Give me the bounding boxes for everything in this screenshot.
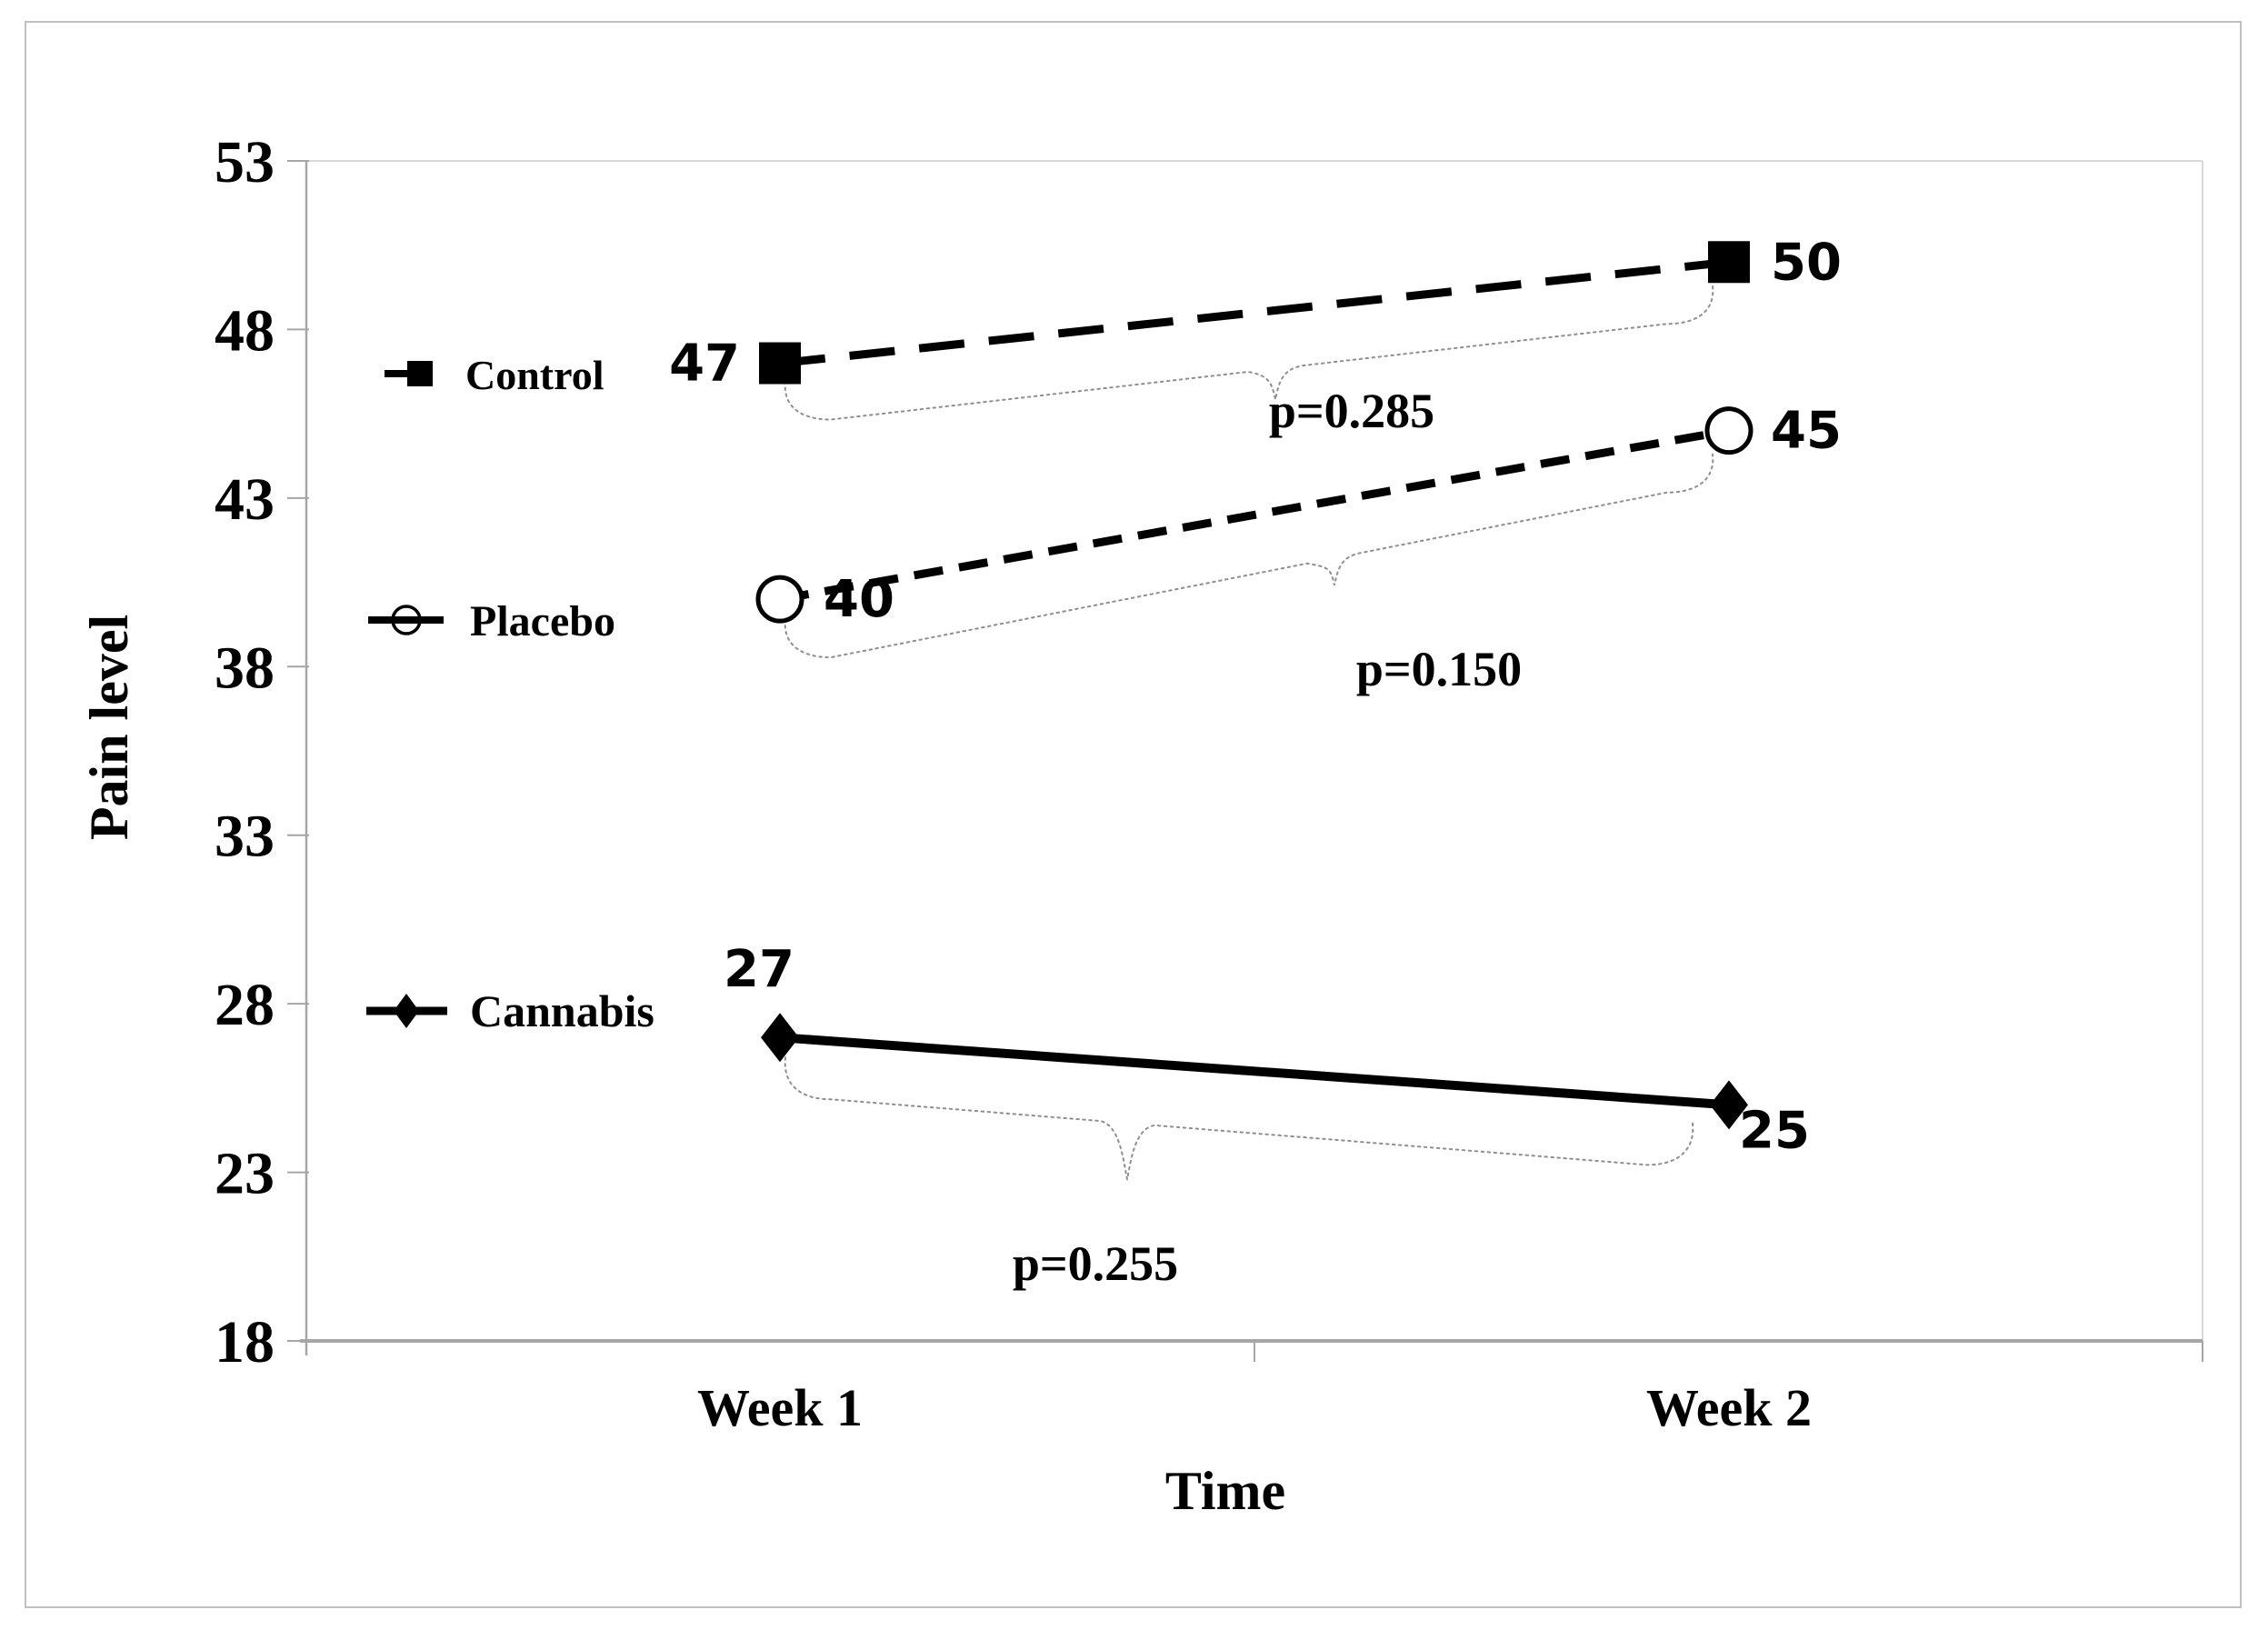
open-circle-icon (391, 605, 422, 635)
filled-square-icon (407, 361, 433, 386)
control-data-label-week-2: 50 (1771, 233, 1842, 292)
cannabis-significance-brace (784, 1056, 1694, 1180)
y-tick-label: 18 (215, 1309, 275, 1375)
x-axis-label-week-2: Week 2 (1646, 1378, 1812, 1437)
control-marker-week-1 (759, 342, 801, 385)
cannabis-line (779, 1033, 1730, 1110)
control-line (779, 257, 1730, 367)
control-significance-brace (784, 285, 1714, 421)
cannabis-p-value: p=0.255 (1013, 1236, 1178, 1291)
legend-item-placebo: Placebo (368, 597, 615, 645)
placebo-marker-week-2 (1704, 406, 1753, 455)
placebo-significance-brace (784, 453, 1714, 659)
y-tick-label: 23 (215, 1141, 275, 1207)
x-axis-label-week-1: Week 1 (697, 1378, 863, 1437)
filled-diamond-icon (394, 994, 419, 1028)
y-tick-label: 53 (215, 129, 275, 195)
legend-label-control: Control (465, 352, 604, 398)
y-tick-label: 38 (215, 635, 275, 701)
placebo-line (779, 426, 1730, 604)
placebo-data-label-week-1: 40 (824, 570, 894, 629)
figure-border (25, 21, 2242, 1608)
x-axis-title: Time (1165, 1461, 1285, 1521)
control-marker-week-2 (1708, 241, 1750, 284)
placebo-marker-week-1 (755, 575, 804, 624)
placebo-p-value: p=0.150 (1356, 642, 1522, 696)
legend-label-cannabis: Cannabis (470, 985, 654, 1036)
control-p-value: p=0.285 (1269, 384, 1434, 438)
placebo-data-label-week-2: 45 (1771, 402, 1842, 461)
control-data-label-week-1: 47 (669, 335, 740, 394)
y-tick-label: 33 (215, 804, 275, 870)
y-tick-label: 48 (215, 297, 275, 364)
cannabis-data-label-week-2: 25 (1739, 1101, 1810, 1160)
cannabis-marker-week-2 (1710, 1080, 1748, 1130)
cannabis-marker-week-1 (761, 1013, 799, 1063)
y-tick-label: 43 (215, 466, 275, 533)
legend-label-placebo: Placebo (470, 597, 615, 645)
cannabis-data-label-week-1: 27 (724, 940, 794, 999)
y-tick-label: 28 (215, 972, 275, 1038)
y-axis-title: Pain level (79, 615, 139, 840)
legend-item-cannabis: Cannabis (366, 985, 654, 1036)
legend-item-control: Control (385, 352, 604, 398)
